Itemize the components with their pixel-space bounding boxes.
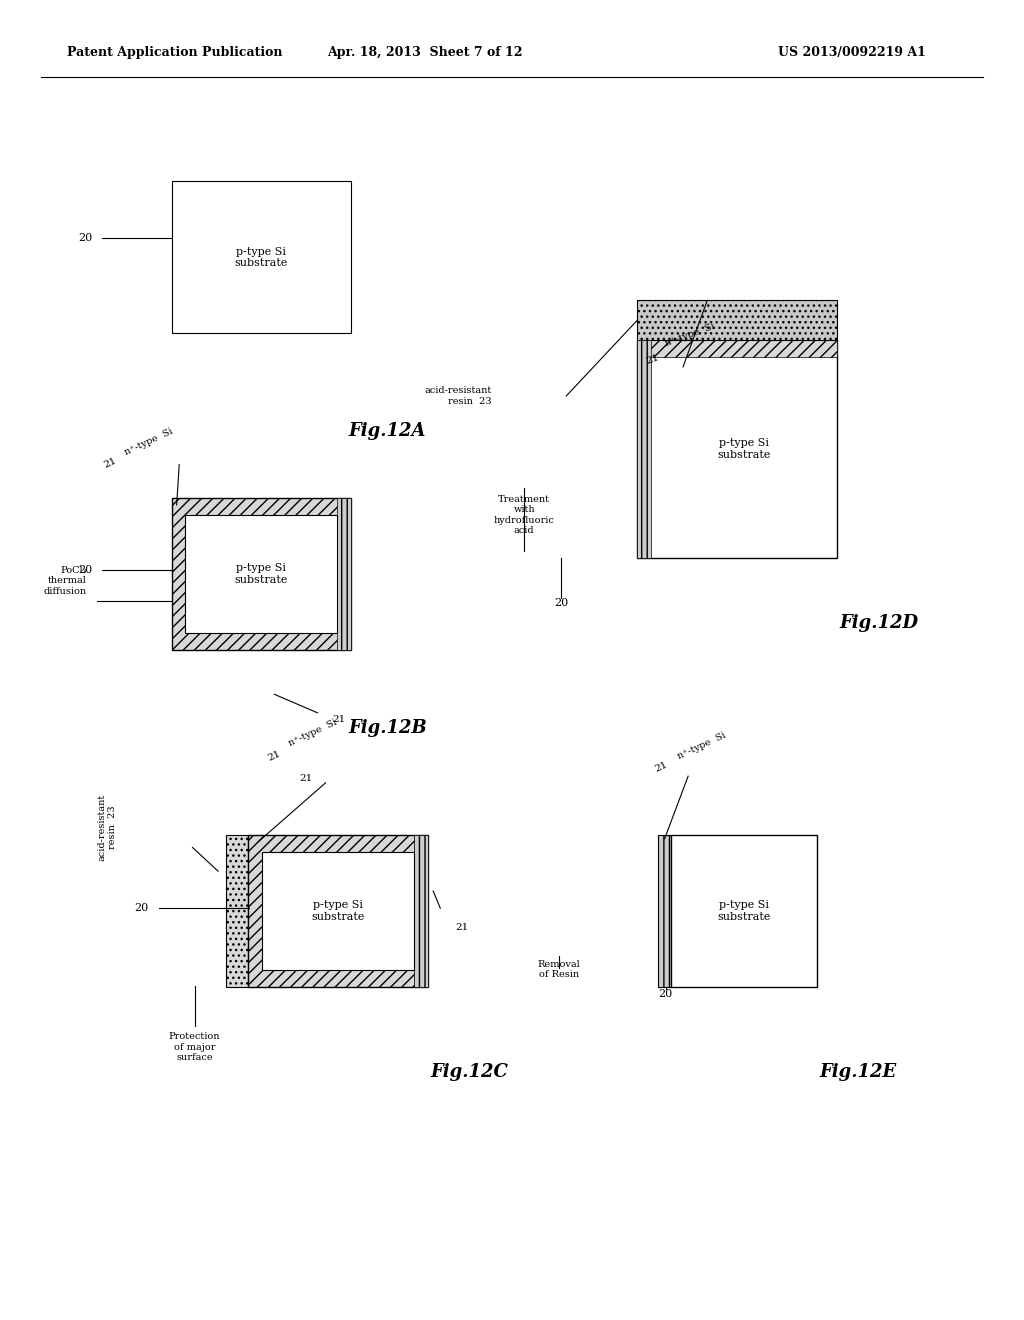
- Text: Patent Application Publication: Patent Application Publication: [67, 46, 282, 59]
- Bar: [637, 339, 651, 557]
- Bar: [637, 339, 837, 356]
- Text: p-type Si
substrate: p-type Si substrate: [717, 900, 771, 921]
- Text: 21: 21: [645, 352, 660, 366]
- Text: Fig.12D: Fig.12D: [840, 614, 919, 632]
- Bar: [172, 181, 350, 333]
- Text: Fig.12E: Fig.12E: [819, 1063, 896, 1081]
- Text: 21: 21: [102, 457, 118, 470]
- Text: n⁺-type  Si: n⁺-type Si: [123, 428, 174, 457]
- Text: acid-resistant
resin  23: acid-resistant resin 23: [98, 795, 117, 861]
- Bar: [657, 836, 672, 987]
- Text: p-type Si
substrate: p-type Si substrate: [234, 564, 288, 585]
- Text: acid-resistant
resin  23: acid-resistant resin 23: [424, 387, 492, 405]
- Bar: [262, 853, 414, 969]
- Text: Fig.12C: Fig.12C: [430, 1063, 508, 1081]
- Text: p-type Si
substrate: p-type Si substrate: [311, 900, 365, 921]
- Text: 21: 21: [653, 760, 669, 774]
- Text: Apr. 18, 2013  Sheet 7 of 12: Apr. 18, 2013 Sheet 7 of 12: [328, 46, 522, 59]
- Bar: [185, 516, 338, 634]
- Text: US 2013/0092219 A1: US 2013/0092219 A1: [778, 46, 926, 59]
- Bar: [338, 499, 350, 651]
- Text: n⁺-type  Si: n⁺-type Si: [676, 731, 727, 760]
- Bar: [637, 300, 837, 339]
- Text: n⁺-type  Si: n⁺-type Si: [287, 718, 338, 747]
- Text: p-type Si
substrate: p-type Si substrate: [717, 438, 771, 459]
- Text: 21: 21: [333, 715, 346, 723]
- Text: Fig.12A: Fig.12A: [348, 422, 426, 441]
- Text: Treatment
with
hydrofluoric
acid: Treatment with hydrofluoric acid: [494, 495, 555, 535]
- Bar: [249, 836, 428, 987]
- Text: 20: 20: [134, 903, 148, 913]
- Bar: [172, 499, 350, 651]
- Bar: [672, 836, 817, 987]
- Text: 21: 21: [456, 924, 469, 932]
- Text: 20: 20: [658, 989, 673, 999]
- Text: 20: 20: [78, 565, 92, 576]
- Text: 21: 21: [266, 750, 282, 763]
- Text: p-type Si
substrate: p-type Si substrate: [234, 247, 288, 268]
- Bar: [637, 339, 837, 557]
- Text: 20: 20: [554, 598, 568, 609]
- Text: 21: 21: [299, 775, 312, 783]
- Bar: [414, 836, 428, 987]
- Bar: [226, 836, 249, 987]
- Text: Removal
of Resin: Removal of Resin: [538, 960, 581, 979]
- Text: Fig.12B: Fig.12B: [348, 719, 427, 738]
- Text: PoCl₃
thermal
diffusion: PoCl₃ thermal diffusion: [44, 566, 87, 595]
- Text: 20: 20: [78, 232, 92, 243]
- Text: n⁺-type  Si: n⁺-type Si: [664, 322, 716, 348]
- Text: Protection
of major
surface: Protection of major surface: [169, 1032, 220, 1063]
